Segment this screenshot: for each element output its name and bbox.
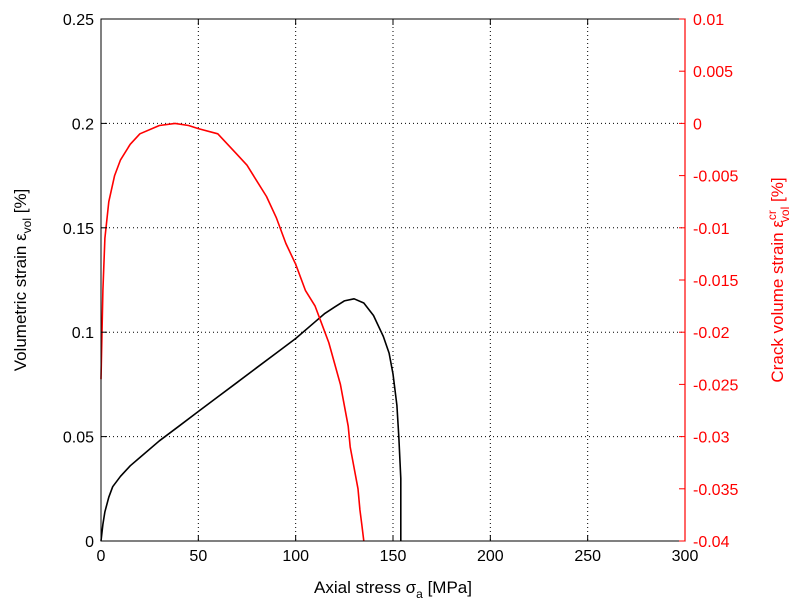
y2-axis-title: Crack volume strain εcrvol [%] xyxy=(765,177,792,382)
y2-tick-label: -0.03 xyxy=(693,430,730,447)
y-tick-label: 0 xyxy=(85,534,94,551)
y2-tick-label: 0 xyxy=(693,116,702,133)
y2-tick-label: -0.035 xyxy=(693,482,738,499)
y-tick-label: 0.05 xyxy=(63,430,94,447)
y-axis-title: Volumetric strain εvol [%] xyxy=(11,189,34,372)
grid-lines xyxy=(101,19,685,541)
series-lines xyxy=(100,122,402,542)
crack-volume-strain-line xyxy=(100,122,365,542)
tick-labels: 0 50 100 150 200 250 300 0 0.05 0.1 0.15 0.2 0.25 -0.… xyxy=(63,12,739,565)
y-tick-label: 0.25 xyxy=(63,12,94,29)
x-tick-label: 50 xyxy=(189,548,207,565)
y2-tick-label: -0.025 xyxy=(693,377,738,394)
x-axis-title: Axial stress σa [MPa] xyxy=(314,578,472,601)
x-tick-label: 250 xyxy=(574,548,601,565)
y2-tick-label: -0.02 xyxy=(693,325,730,342)
y2-tick-label: -0.04 xyxy=(693,534,730,551)
x-tick-label: 100 xyxy=(282,548,309,565)
volumetric-strain-line xyxy=(100,297,402,542)
y2-tick-label: -0.005 xyxy=(693,169,738,186)
y2-tick-label: 0.005 xyxy=(693,64,733,81)
y-tick-label: 0.2 xyxy=(72,116,94,133)
x-tick-label: 0 xyxy=(97,548,106,565)
y2-tick-label: -0.015 xyxy=(693,273,738,290)
x-tick-label: 200 xyxy=(477,548,504,565)
y-tick-label: 0.1 xyxy=(72,325,94,342)
y2-tick-label: -0.01 xyxy=(693,221,730,238)
x-tick-label: 150 xyxy=(380,548,407,565)
y-tick-label: 0.15 xyxy=(63,221,94,238)
x-tick-label: 300 xyxy=(672,548,699,565)
tick-marks xyxy=(100,18,686,542)
y2-tick-label: 0.01 xyxy=(693,12,724,29)
